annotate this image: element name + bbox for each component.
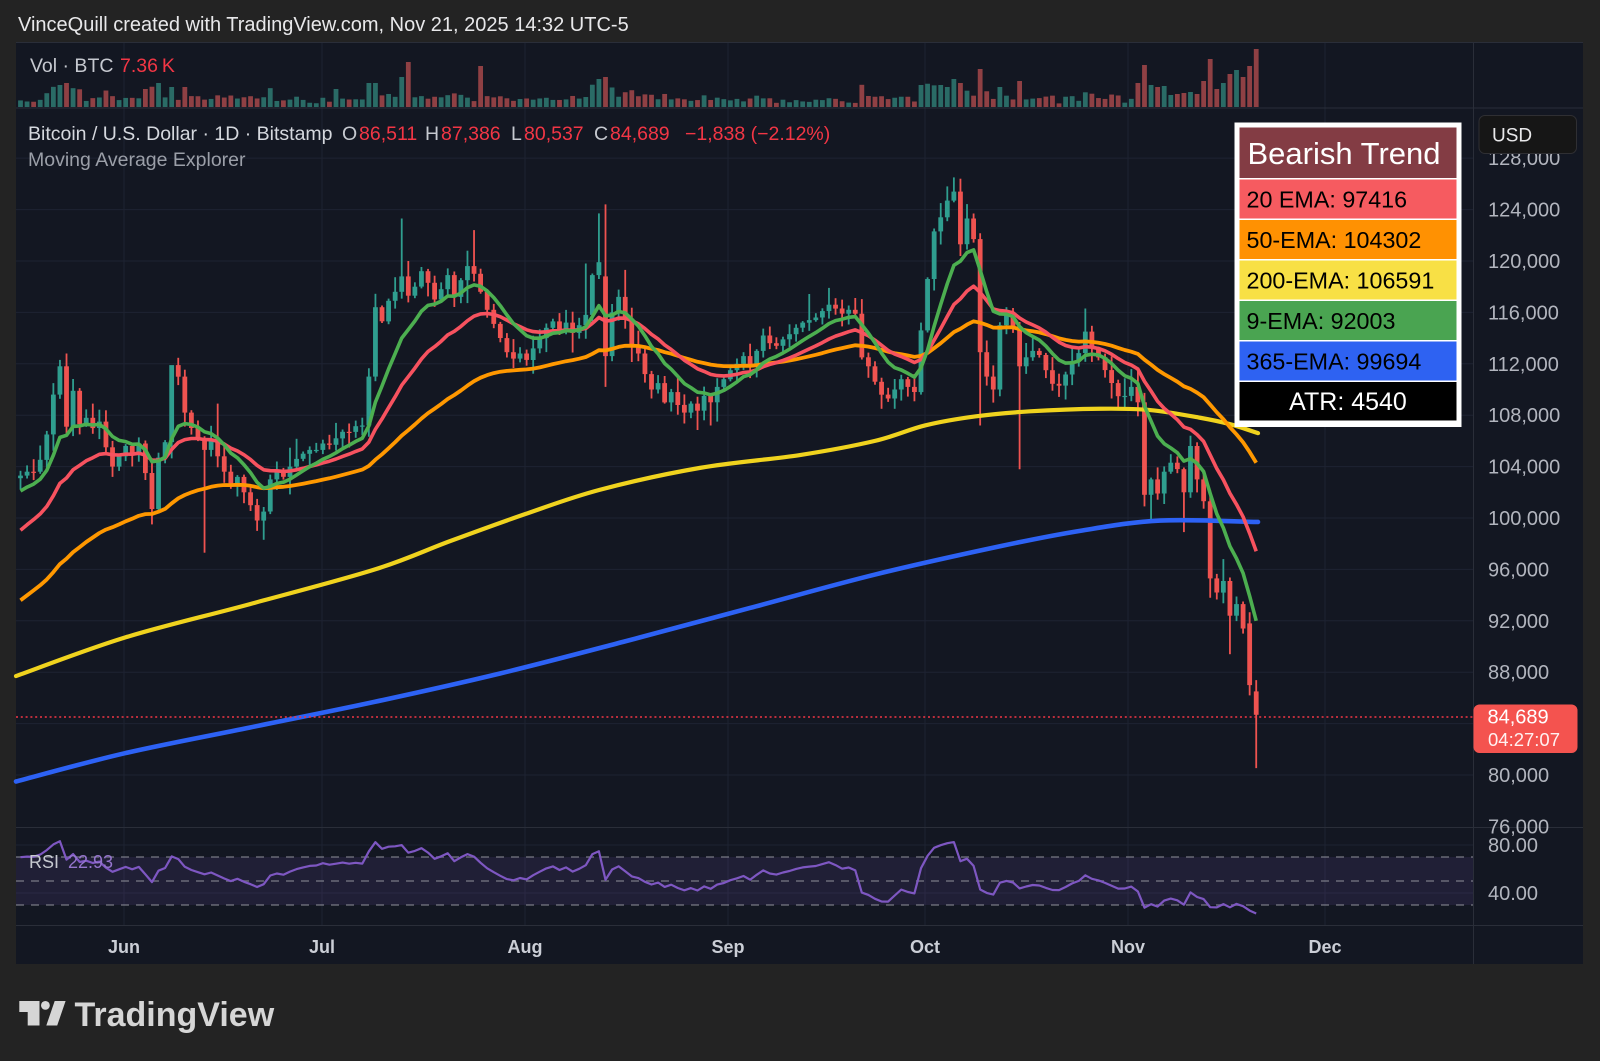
svg-text:Jun: Jun: [108, 937, 140, 957]
svg-text:7.36 K: 7.36 K: [120, 55, 175, 77]
svg-text:Aug: Aug: [508, 937, 543, 957]
svg-text:86,511: 86,511: [359, 123, 417, 145]
svg-text:RSI: RSI: [29, 852, 59, 872]
svg-text:80.00: 80.00: [1488, 835, 1538, 857]
svg-text:92,000: 92,000: [1488, 611, 1549, 633]
svg-text:Sep: Sep: [711, 937, 744, 957]
svg-text:100,000: 100,000: [1488, 508, 1560, 530]
svg-text:−1,838 (−2.12%): −1,838 (−2.12%): [685, 123, 830, 145]
svg-text:Vol · BTC: Vol · BTC: [30, 55, 113, 77]
svg-text:Dec: Dec: [1308, 937, 1341, 957]
svg-text:124,000: 124,000: [1488, 200, 1560, 222]
svg-text:9-EMA: 92003: 9-EMA: 92003: [1247, 308, 1396, 334]
svg-text:40.00: 40.00: [1488, 883, 1538, 905]
svg-text:VinceQuill created with Tradin: VinceQuill created with TradingView.com,…: [18, 14, 629, 36]
svg-text:88,000: 88,000: [1488, 662, 1549, 684]
svg-text:120,000: 120,000: [1488, 251, 1560, 273]
svg-text:108,000: 108,000: [1488, 405, 1560, 427]
svg-text:116,000: 116,000: [1488, 302, 1559, 324]
svg-text:200-EMA: 106591: 200-EMA: 106591: [1247, 267, 1435, 293]
svg-text:80,537: 80,537: [524, 123, 584, 145]
svg-text:04:27:07: 04:27:07: [1488, 729, 1560, 750]
svg-text:84,689: 84,689: [610, 123, 670, 145]
svg-text:87,386: 87,386: [441, 123, 501, 145]
svg-text:22.93: 22.93: [68, 852, 113, 872]
svg-text:Oct: Oct: [910, 937, 940, 957]
svg-text:20 EMA: 97416: 20 EMA: 97416: [1247, 186, 1408, 212]
svg-text:112,000: 112,000: [1488, 354, 1559, 376]
svg-text:TradingView: TradingView: [75, 996, 275, 1034]
svg-text:Bearish Trend: Bearish Trend: [1248, 136, 1441, 171]
svg-text:L: L: [511, 123, 522, 145]
svg-text:Bitcoin / U.S. Dollar · 1D · B: Bitcoin / U.S. Dollar · 1D · Bitstamp: [28, 123, 333, 145]
svg-text:104,000: 104,000: [1488, 457, 1560, 479]
svg-text:C: C: [594, 123, 608, 145]
svg-text:USD: USD: [1492, 126, 1532, 147]
svg-text:O: O: [342, 123, 357, 145]
svg-text:80,000: 80,000: [1488, 765, 1549, 787]
svg-text:50-EMA: 104302: 50-EMA: 104302: [1247, 227, 1422, 253]
svg-text:76,000: 76,000: [1488, 816, 1549, 838]
svg-text:Moving Average Explorer: Moving Average Explorer: [28, 149, 246, 171]
svg-text:H: H: [425, 123, 439, 145]
svg-text:Jul: Jul: [309, 937, 335, 957]
svg-text:84,689: 84,689: [1488, 707, 1549, 729]
svg-text:ATR: 4540: ATR: 4540: [1289, 388, 1407, 416]
svg-text:Nov: Nov: [1111, 937, 1145, 957]
svg-text:96,000: 96,000: [1488, 559, 1549, 581]
svg-text:365-EMA: 99694: 365-EMA: 99694: [1247, 348, 1422, 374]
